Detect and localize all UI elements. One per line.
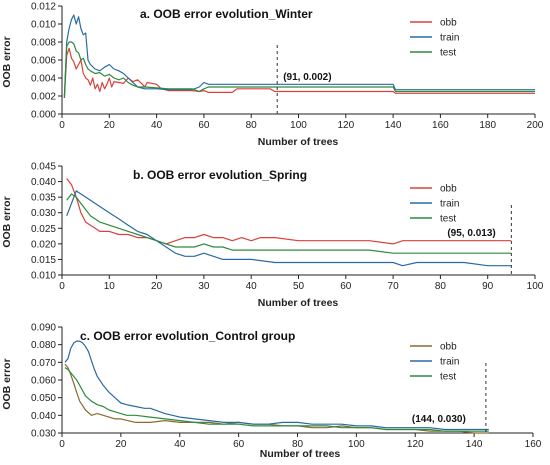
spring-x-tick-label: 70 [388, 281, 400, 292]
spring-y-axis-label: OOB error [1, 196, 13, 247]
spring-series-obb [66, 178, 512, 245]
spring-legend-label-obb: obb [440, 184, 457, 195]
spring-y-tick-label: 0.030 [31, 208, 56, 219]
spring-x-tick-label: 40 [246, 281, 258, 292]
control-y-tick-label: 0.080 [31, 340, 56, 351]
spring-x-tick-label: 20 [151, 281, 163, 292]
winter-x-tick-label: 0 [59, 120, 65, 131]
spring-x-axis-label: Number of trees [258, 297, 339, 309]
control-x-tick-label: 80 [292, 439, 304, 450]
winter-y-tick-label: 0.008 [31, 38, 56, 49]
winter-annotation: (91, 0.002) [283, 72, 331, 83]
spring-y-tick-label: 0.010 [31, 271, 56, 282]
control-y-axis-label: OOB error [1, 358, 13, 409]
winter-chart: a. OOB error evolution_Winter OOB error … [1, 2, 544, 149]
control-x-tick-label: 120 [407, 439, 424, 450]
winter-y-tick-label: 0.000 [31, 110, 56, 121]
winter-x-tick-label: 160 [432, 120, 449, 131]
control-legend-label-obb: obb [440, 342, 457, 353]
control-y-tick-label: 0.090 [31, 323, 56, 334]
winter-legend-label-test: test [440, 48, 456, 59]
control-chart-title: c. OOB error evolution_Control group [80, 329, 295, 343]
control-series-train [64, 340, 489, 431]
winter-x-axis-label: Number of trees [258, 136, 339, 148]
winter-legend-label-obb: obb [440, 18, 457, 29]
spring-chart-title: b. OOB error evolution_Spring [133, 168, 307, 182]
winter-x-tick-label: 200 [527, 120, 544, 131]
spring-y-tick-label: 0.035 [31, 193, 56, 204]
spring-y-tick-label: 0.025 [31, 224, 56, 235]
control-legend-label-train: train [440, 357, 459, 368]
winter-y-tick-label: 0.010 [31, 20, 56, 31]
winter-y-tick-label: 0.006 [31, 56, 56, 67]
spring-y-tick-label: 0.040 [31, 177, 56, 188]
spring-y-tick-label: 0.015 [31, 255, 56, 266]
winter-y-axis-label: OOB error [1, 36, 13, 87]
spring-x-tick-label: 100 [527, 281, 544, 292]
control-annotation: (144, 0.030) [412, 414, 466, 425]
control-series-test [64, 367, 489, 432]
winter-x-tick-label: 180 [479, 120, 496, 131]
winter-y-tick-label: 0.012 [31, 2, 56, 13]
winter-x-tick-label: 140 [385, 120, 402, 131]
spring-x-tick-label: 10 [104, 281, 116, 292]
control-x-tick-label: 20 [115, 439, 127, 450]
spring-chart: b. OOB error evolution_Spring OOB error … [1, 162, 544, 310]
spring-x-tick-label: 60 [340, 281, 352, 292]
control-legend-label-test: test [440, 372, 456, 383]
spring-y-tick-label: 0.045 [31, 162, 56, 173]
control-y-tick-label: 0.060 [31, 376, 56, 387]
spring-legend-label-train: train [440, 199, 459, 210]
winter-x-tick-label: 100 [290, 120, 307, 131]
spring-x-tick-label: 0 [59, 281, 65, 292]
winter-y-tick-label: 0.002 [31, 92, 56, 103]
winter-chart-title: a. OOB error evolution_Winter [140, 7, 313, 21]
winter-x-tick-label: 120 [337, 120, 354, 131]
winter-legend-label-train: train [440, 33, 459, 44]
winter-series-test [63, 41, 535, 97]
winter-series-train [63, 14, 535, 98]
spring-series-test [66, 193, 512, 254]
control-x-tick-label: 100 [348, 439, 365, 450]
control-group-chart: c. OOB error evolution_Control group OOB… [1, 323, 542, 461]
winter-y-tick-label: 0.004 [31, 74, 56, 85]
control-x-tick-label: 140 [466, 439, 483, 450]
spring-x-tick-label: 50 [293, 281, 305, 292]
spring-legend-label-test: test [440, 214, 456, 225]
control-y-tick-label: 0.030 [31, 429, 56, 440]
spring-series-train [66, 190, 512, 267]
control-y-tick-label: 0.070 [31, 358, 56, 369]
control-x-tick-label: 0 [59, 439, 65, 450]
control-x-axis-label: Number of trees [260, 448, 341, 460]
control-x-tick-label: 40 [174, 439, 186, 450]
spring-x-tick-label: 80 [435, 281, 447, 292]
winter-x-tick-label: 20 [104, 120, 116, 131]
spring-x-tick-label: 90 [482, 281, 494, 292]
control-y-tick-label: 0.040 [31, 411, 56, 422]
control-y-tick-label: 0.050 [31, 393, 56, 404]
control-x-tick-label: 60 [233, 439, 245, 450]
winter-x-tick-label: 80 [246, 120, 258, 131]
spring-x-tick-label: 30 [198, 281, 210, 292]
winter-x-tick-label: 40 [151, 120, 163, 131]
control-x-tick-label: 160 [525, 439, 542, 450]
spring-annotation: (95, 0.013) [447, 228, 495, 239]
winter-x-tick-label: 60 [198, 120, 210, 131]
spring-y-tick-label: 0.020 [31, 239, 56, 250]
winter-series-obb [63, 47, 535, 98]
